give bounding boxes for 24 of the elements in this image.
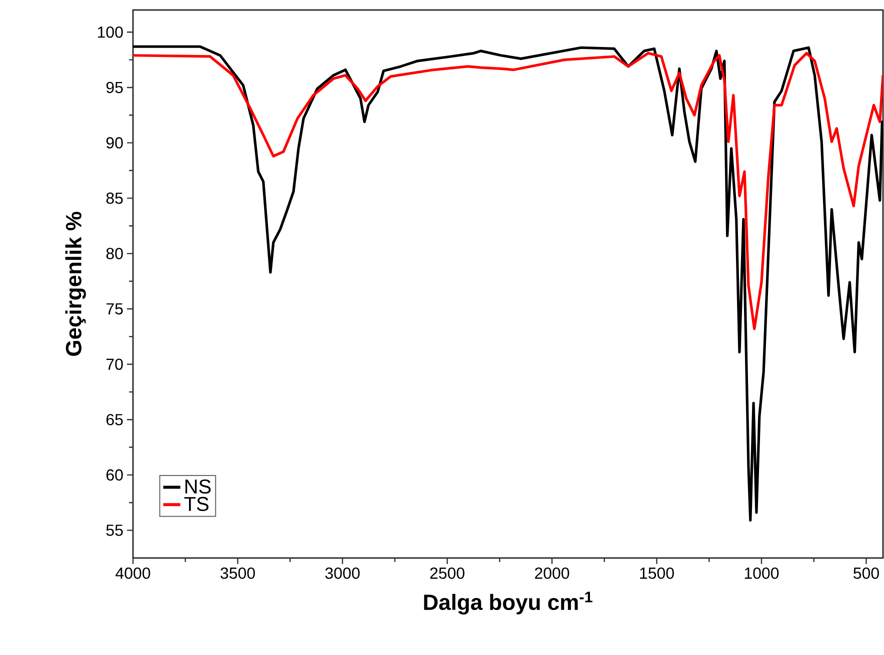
x-tick-label: 500: [854, 568, 879, 579]
legend-label: NS: [185, 479, 211, 494]
legend-label: TS: [184, 496, 208, 512]
y-tick-label: 70: [106, 358, 123, 370]
x-axis-title: Dalga boyu cm$^{-1}$: [424, 592, 592, 614]
y-tick-label: 65: [106, 414, 123, 426]
x-tick-label: 1000: [744, 568, 779, 579]
x-tick-label: 2000: [534, 568, 570, 579]
y-tick-label: 80: [106, 248, 123, 260]
line-series: [133, 45, 883, 522]
y-tick-label: 75: [106, 303, 123, 314]
y-tick-label: 85: [106, 192, 123, 204]
y-tick-label: 60: [106, 469, 123, 481]
y-tick-label: 55: [106, 524, 123, 536]
x-tick-label: 2500: [430, 568, 464, 579]
line-series: [133, 52, 883, 330]
x-tick-label: 3000: [325, 568, 360, 579]
x-tick-label: 1500: [640, 568, 674, 579]
y-axis-title: Geçirgenlik %: [65, 212, 86, 356]
x-tick-label: 4000: [116, 568, 150, 579]
y-tick-label: 90: [106, 137, 123, 148]
y-tick-label: 95: [106, 82, 123, 94]
y-tick-label: 100: [98, 26, 123, 38]
x-tick-label: 3500: [220, 568, 255, 579]
